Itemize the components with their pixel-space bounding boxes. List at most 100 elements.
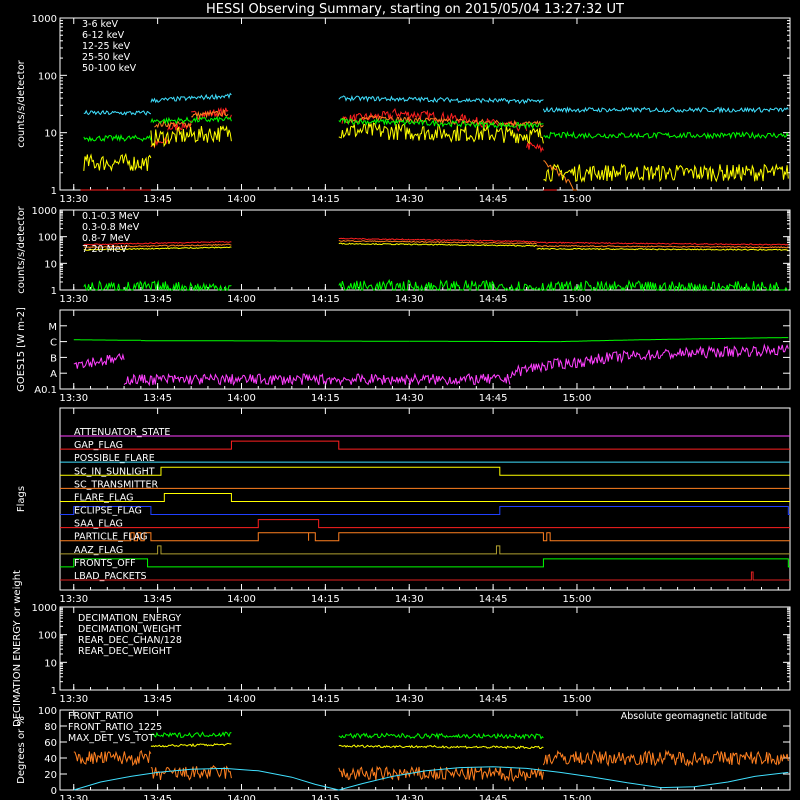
series-line — [83, 133, 152, 143]
panel-highE: 13:30 13:45 14:00 14:15 14:30 14:45 15:00 count… — [16, 205, 791, 305]
series-line — [392, 108, 471, 124]
legend-entry: MAX_DET_VS_TOT — [68, 733, 154, 744]
flag-label: AAZ_FLAG — [74, 545, 123, 556]
series-line — [83, 240, 232, 246]
ytick-label: 100 — [38, 233, 57, 244]
legend-entry: 6-12 keV — [82, 30, 125, 41]
panel-goes-xtick-label: 13:30 — [59, 393, 88, 404]
series-line — [542, 106, 789, 114]
series-line — [627, 337, 789, 341]
panel-lowE-xtick-label: 14:15 — [311, 194, 340, 205]
flag-label: LBAD_PACKETS — [74, 571, 147, 582]
series-line — [542, 749, 789, 767]
panel-flags-xtick-label: 14:45 — [479, 594, 508, 605]
series-line — [536, 244, 789, 249]
ytick-label: 100 — [38, 631, 57, 642]
panel-ratio-xtick-label: 14:00 — [227, 794, 256, 800]
series-line — [526, 141, 544, 154]
panel-lowE: 13:30 13:45 14:00 14:15 14:30 14:45 15:00 count… — [16, 14, 791, 205]
series-line — [83, 152, 152, 172]
panel-ratio: 13:30 13:45 14:00 14:15 14:30 14:45 15:00 Degre… — [16, 706, 791, 800]
series-line — [150, 92, 232, 104]
panel-highE-xtick-label: 14:00 — [227, 294, 256, 305]
annotation-label: Absolute geomagnetic latitude — [621, 711, 767, 722]
panel-goes-xtick-label: 14:30 — [395, 393, 424, 404]
series-line — [73, 766, 789, 791]
flag-label: ECLIPSE_FLAG — [74, 506, 142, 517]
panel-goes-xtick-label: 13:45 — [143, 393, 172, 404]
series-line — [83, 246, 232, 251]
series-line — [536, 247, 789, 251]
flag-label: FLARE_FLAG — [74, 492, 134, 503]
flag-line — [60, 440, 790, 450]
panel-ratio-xtick-label: 13:45 — [143, 794, 172, 800]
legend-entry: 0.8-7 MeV — [82, 233, 131, 244]
flag-label: POSSIBLE_FLARE — [74, 453, 155, 464]
series-line — [338, 122, 544, 145]
legend-entry: 7-20 MeV — [82, 244, 128, 255]
panel-decim-xtick-label: 15:00 — [563, 694, 592, 705]
series-line — [338, 94, 544, 105]
series-line — [73, 339, 141, 341]
series-line — [150, 765, 232, 781]
panel-goes: 13:30 13:45 14:00 14:15 14:30 14:45 15:00 GOES1… — [16, 307, 791, 404]
legend-entry: 0.3-0.8 MeV — [82, 222, 140, 233]
ytick-label: 1 — [51, 286, 57, 297]
y-axis-label: counts/s/detector — [16, 205, 27, 293]
panel-lowE-xtick-label: 13:30 — [59, 194, 88, 205]
panel-decim-xtick-label: 14:30 — [395, 694, 424, 705]
ytick-label: 10 — [44, 259, 57, 270]
series-line — [338, 278, 538, 292]
panel-frame — [59, 606, 791, 691]
panel-lowE-xtick-label: 15:00 — [563, 194, 592, 205]
y-axis-label: Degrees or % — [16, 716, 27, 784]
series-line — [150, 115, 232, 125]
panel-flags: 13:30 13:45 14:00 14:15 14:30 14:45 15:00 Flags… — [16, 407, 791, 605]
ytick-label: 20 — [44, 770, 57, 781]
panel-lowE-xtick-label: 14:00 — [227, 194, 256, 205]
legend-entry: 0.1-0.3 MeV — [82, 211, 140, 222]
ytick-label: 10 — [44, 129, 57, 140]
panel-ratio-xtick-label: 15:00 — [563, 794, 592, 800]
flag-label: GAP_FLAG — [74, 440, 123, 451]
panel-ratio-xtick-label: 14:45 — [479, 794, 508, 800]
series-line — [191, 110, 229, 120]
series-line — [543, 163, 789, 183]
series-line — [543, 160, 577, 191]
panel-highE-xtick-label: 13:45 — [143, 294, 172, 305]
legend-entry: DECIMATION_WEIGHT — [78, 624, 181, 635]
series-line — [338, 239, 537, 245]
plot-title: HESSI Observing Summary, starting on 201… — [206, 2, 624, 17]
panel-decim-xtick-label: 13:45 — [143, 694, 172, 705]
panel-goes-xtick-label: 14:45 — [479, 393, 508, 404]
y-axis-label: GOES15 [W m-2] — [16, 307, 27, 392]
flag-label: SAA_FLAG — [74, 519, 123, 530]
ytick-label: 1 — [51, 686, 57, 697]
series-line — [167, 120, 192, 133]
panel-decim-xtick-label: 14:00 — [227, 694, 256, 705]
legend-entry: REAR_DEC_CHAN/128 — [78, 635, 182, 646]
panel-ratio-xtick-label: 14:15 — [311, 794, 340, 800]
ytick-label: A0.1 — [34, 385, 57, 396]
panel-goes-xtick-label: 14:15 — [311, 393, 340, 404]
flag-line — [60, 492, 790, 502]
ytick-label: 100 — [38, 71, 57, 82]
panel-ratio-xtick-label: 14:30 — [395, 794, 424, 800]
flag-label: SC_IN_SUNLIGHT — [74, 466, 155, 477]
y-axis-label: Flags — [16, 486, 27, 512]
series-line — [150, 125, 232, 148]
legend-entry: 12-25 keV — [82, 41, 131, 52]
panel-frame — [59, 407, 791, 591]
legend-entry: FRONT_RATIO_1225 — [68, 722, 162, 733]
series-line — [338, 117, 544, 130]
panel-highE-xtick-label: 14:15 — [311, 294, 340, 305]
panel-flags-xtick-label: 14:15 — [311, 594, 340, 605]
flag-label: SC_TRANSMITTER — [74, 479, 159, 490]
series-line — [341, 110, 393, 124]
panel-highE-xtick-label: 14:30 — [395, 294, 424, 305]
panel-decim-xtick-label: 13:30 — [59, 694, 88, 705]
legend-entry: 50-100 keV — [82, 63, 137, 74]
panel-lowE-xtick-label: 14:45 — [479, 194, 508, 205]
